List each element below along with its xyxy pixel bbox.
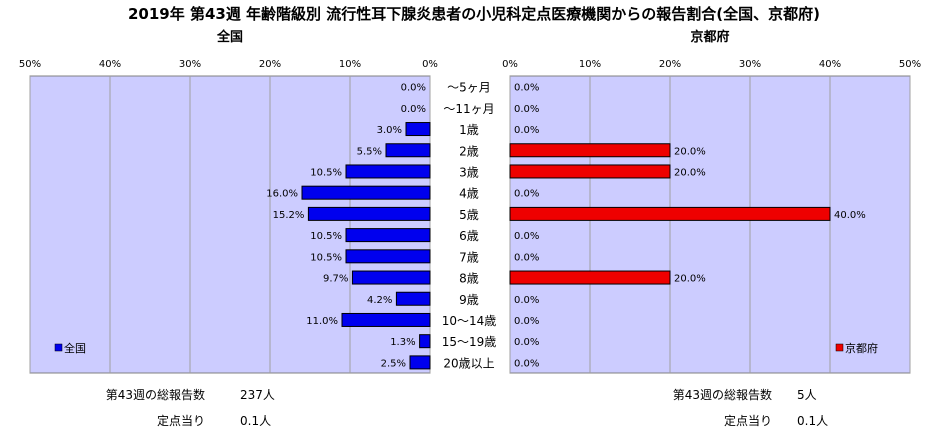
- bar: [509, 143, 671, 158]
- data-label: 0.0%: [514, 295, 539, 306]
- bar: [509, 206, 831, 221]
- bar: [405, 122, 431, 137]
- data-label: 0.0%: [514, 125, 539, 136]
- data-label: 0.0%: [514, 252, 539, 263]
- per-sentinel-label: 定点当り: [157, 413, 205, 428]
- legend-label: 京都府: [845, 341, 878, 355]
- total-reports-value: 5人: [797, 388, 817, 402]
- data-label: 0.0%: [514, 316, 539, 327]
- x-tick-label: 0%: [502, 59, 518, 70]
- bar: [307, 206, 431, 221]
- x-tick-label: 10%: [339, 59, 361, 70]
- data-label: 3.0%: [377, 125, 402, 136]
- category-label: 8歳: [459, 272, 479, 286]
- category-label: 1歳: [459, 123, 479, 137]
- per-sentinel-value: 0.1人: [797, 414, 828, 428]
- bar: [345, 228, 431, 243]
- data-label: 11.0%: [306, 316, 338, 327]
- total-reports-value: 237人: [240, 388, 275, 402]
- data-label: 0.0%: [514, 358, 539, 369]
- category-label: 5歳: [459, 208, 479, 222]
- data-label: 2.5%: [381, 358, 406, 369]
- data-label: 20.0%: [674, 274, 706, 285]
- category-label: 10～14歳: [442, 314, 497, 328]
- legend-label: 全国: [64, 341, 86, 355]
- bar: [395, 291, 431, 306]
- data-label: 10.5%: [310, 167, 342, 178]
- data-label: 0.0%: [401, 83, 426, 94]
- chart-title: 2019年 第43週 年齢階級別 流行性耳下腺炎患者の小児科定点医療機関からの報…: [128, 5, 820, 23]
- plot-area-1: [509, 75, 911, 374]
- data-label: 10.5%: [310, 252, 342, 263]
- bar: [351, 270, 431, 285]
- category-label: 9歳: [459, 293, 479, 307]
- x-tick-label: 20%: [659, 59, 681, 70]
- legend-swatch: [54, 343, 63, 352]
- total-reports-label: 第43週の総報告数: [106, 387, 205, 402]
- category-label: 7歳: [459, 250, 479, 264]
- x-tick-label: 20%: [259, 59, 281, 70]
- x-tick-label: 40%: [819, 59, 841, 70]
- data-label: 9.7%: [323, 274, 348, 285]
- data-label: 20.0%: [674, 167, 706, 178]
- data-label: 5.5%: [357, 146, 382, 157]
- data-label: 0.0%: [401, 104, 426, 115]
- data-label: 16.0%: [266, 189, 298, 200]
- x-tick-label: 30%: [739, 59, 761, 70]
- x-tick-label: 10%: [579, 59, 601, 70]
- bar: [345, 249, 431, 264]
- bar: [301, 185, 431, 200]
- x-tick-label: 30%: [179, 59, 201, 70]
- data-label: 0.0%: [514, 337, 539, 348]
- data-label: 10.5%: [310, 231, 342, 242]
- data-label: 40.0%: [834, 210, 866, 221]
- bar: [341, 312, 431, 327]
- bar: [385, 143, 431, 158]
- panel-title-0: 全国: [216, 29, 243, 45]
- category-label: 2歳: [459, 144, 479, 158]
- total-reports-label: 第43週の総報告数: [673, 387, 772, 402]
- x-tick-label: 50%: [19, 59, 41, 70]
- data-label: 0.0%: [514, 189, 539, 200]
- x-tick-label: 0%: [422, 59, 438, 70]
- category-label: 6歳: [459, 229, 479, 243]
- bar: [509, 164, 671, 179]
- data-label: 1.3%: [390, 337, 415, 348]
- per-sentinel-label: 定点当り: [724, 413, 772, 428]
- category-label: 20歳以上: [443, 356, 494, 370]
- panel-title-1: 京都府: [690, 29, 729, 45]
- bar: [409, 355, 431, 370]
- category-label: 4歳: [459, 187, 479, 201]
- legend-swatch: [835, 343, 844, 352]
- data-label: 0.0%: [514, 83, 539, 94]
- data-label: 15.2%: [273, 210, 305, 221]
- plot-area-0: [29, 75, 431, 374]
- category-label: ～5ヶ月: [447, 81, 491, 95]
- data-label: 0.0%: [514, 231, 539, 242]
- data-label: 20.0%: [674, 146, 706, 157]
- bar: [419, 334, 431, 349]
- per-sentinel-value: 0.1人: [240, 414, 271, 428]
- category-label: 3歳: [459, 165, 479, 179]
- x-tick-label: 50%: [899, 59, 921, 70]
- data-label: 4.2%: [367, 295, 392, 306]
- bar: [345, 164, 431, 179]
- bar: [509, 270, 671, 285]
- data-label: 0.0%: [514, 104, 539, 115]
- category-label: ～11ヶ月: [443, 102, 494, 116]
- x-tick-label: 40%: [99, 59, 121, 70]
- category-label: 15～19歳: [442, 335, 497, 349]
